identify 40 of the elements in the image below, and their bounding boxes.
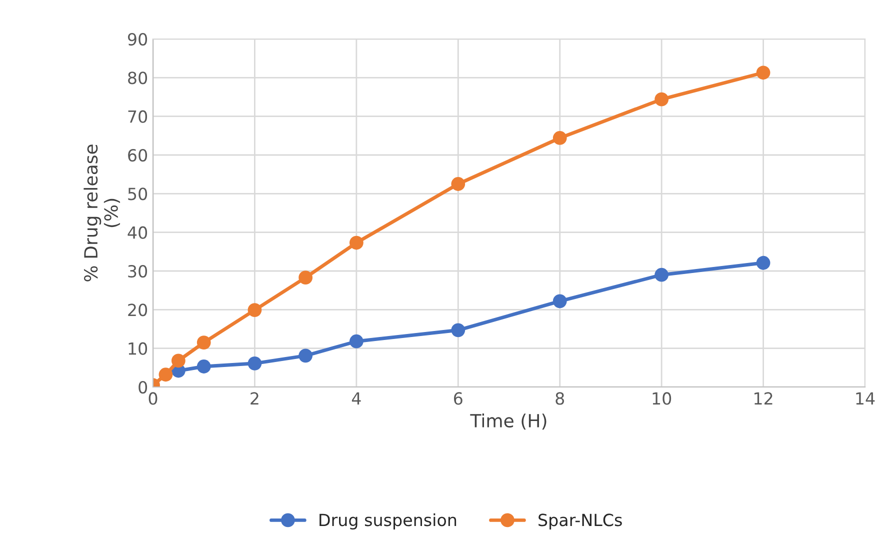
y-axis-title: % Drug release (%)	[84, 144, 120, 282]
x-tick-label: 8	[556, 392, 564, 405]
point	[248, 356, 262, 370]
point	[552, 131, 567, 145]
y-tick-label: 30	[128, 264, 148, 278]
point	[196, 360, 211, 374]
point	[298, 348, 313, 363]
point	[451, 323, 466, 338]
point	[298, 270, 313, 285]
point	[756, 256, 770, 270]
point	[654, 92, 669, 106]
legend-label: Drug suspension	[320, 513, 456, 530]
y-tick-label: 0	[138, 380, 148, 394]
point	[654, 268, 669, 282]
point	[552, 294, 567, 308]
point	[349, 334, 364, 348]
y-tick-label: 20	[128, 304, 148, 316]
point	[158, 368, 173, 382]
y-tick-label: 90	[128, 32, 148, 46]
x-axis-title: Time (H)	[470, 414, 546, 430]
point	[248, 303, 262, 317]
y-tick-label: 60	[128, 148, 148, 162]
point	[349, 236, 364, 250]
point	[196, 336, 211, 350]
x-tick-label: 14	[856, 392, 875, 405]
point	[756, 66, 770, 80]
x-tick-label: 0	[148, 392, 158, 405]
x-tick-label: 10	[652, 392, 672, 405]
y-tick-label: 80	[128, 72, 148, 84]
x-tick-label: 4	[352, 392, 361, 405]
y-tick-label: 40	[128, 226, 148, 239]
y-tick-label: 10	[128, 342, 148, 355]
legend-label: Spar-NLCs	[538, 514, 622, 530]
x-tick-label: 6	[454, 392, 462, 405]
point	[451, 177, 466, 191]
point	[171, 354, 186, 368]
y-tick-label: 50	[128, 188, 148, 200]
x-tick-label: 12	[754, 392, 772, 405]
x-tick-label: 2	[250, 392, 258, 405]
y-tick-label: 70	[128, 110, 148, 123]
